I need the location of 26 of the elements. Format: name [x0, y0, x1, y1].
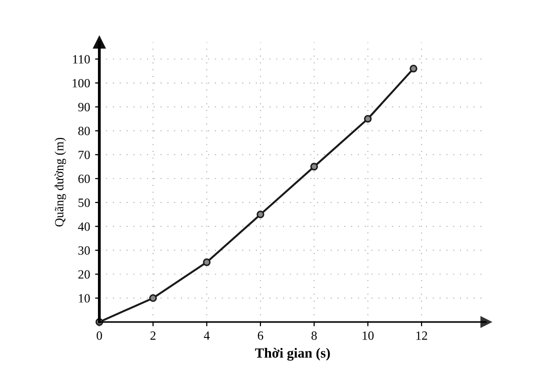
- x-tick-label: 10: [362, 331, 374, 340]
- x-tick-label: 2: [150, 331, 156, 340]
- x-tick-label: 0: [96, 331, 102, 340]
- y-tick-label: 20: [78, 270, 90, 279]
- y-tick-label: 80: [78, 126, 90, 136]
- point: [364, 114, 372, 123]
- y-tick-label: 40: [78, 222, 90, 231]
- x-tick-label: 6: [258, 331, 264, 340]
- point: [410, 64, 418, 72]
- x-axis-title: Thời gian (s): [255, 348, 330, 361]
- point: [149, 294, 157, 302]
- y-tick-label: 110: [73, 55, 90, 64]
- y-tick-label: 70: [78, 150, 90, 160]
- x-tick-label: 8: [311, 331, 317, 340]
- y-tick-label: 10: [78, 294, 90, 303]
- y-tick-label: 30: [78, 246, 90, 255]
- x-tick-label: 12: [416, 331, 428, 340]
- y-axis-title: Quãng đường (m): [54, 138, 66, 227]
- y-tick-label: 90: [78, 102, 90, 112]
- y-tick-label: 60: [78, 174, 90, 184]
- point: [202, 258, 211, 266]
- y-tick-label: 50: [78, 198, 90, 207]
- point: [256, 210, 264, 218]
- x-tick-label: 4: [204, 331, 210, 340]
- y-tick-label: 100: [72, 78, 90, 88]
- point: [310, 162, 318, 170]
